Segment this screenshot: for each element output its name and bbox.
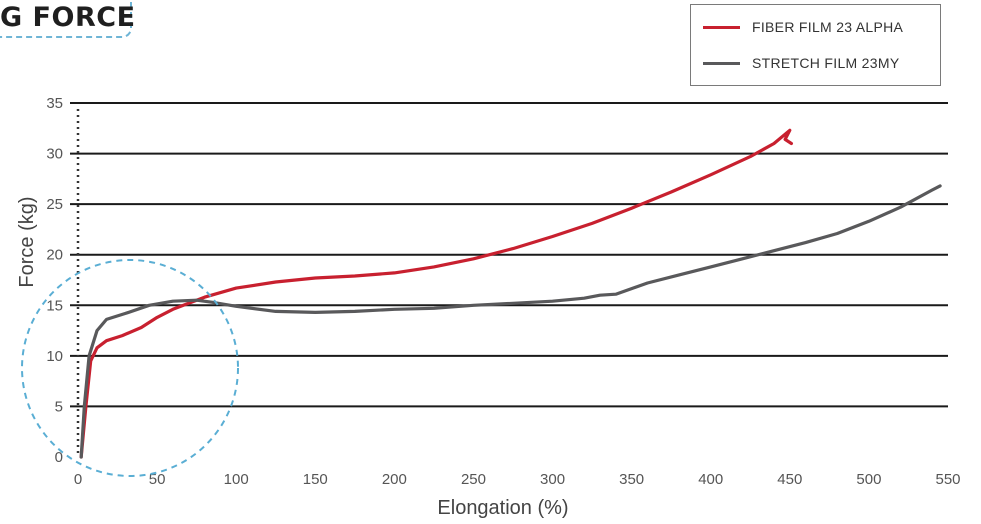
x-tick-label: 550	[935, 471, 960, 488]
series-lines	[79, 128, 942, 459]
x-axis-label: Elongation (%)	[437, 497, 568, 519]
y-tick-labels: 0 5 10 15 20 25 30 35	[46, 95, 63, 466]
legend-item-stretch: STRETCH FILM 23MY	[703, 54, 899, 72]
x-tick-label: 350	[619, 471, 644, 488]
legend-label-fiber: FIBER FILM 23 ALPHA	[752, 19, 904, 35]
legend-item-fiber: FIBER FILM 23 ALPHA	[703, 18, 903, 36]
y-tick-label: 5	[55, 398, 63, 415]
x-tick-label: 250	[461, 471, 486, 488]
y-tick-label: 0	[55, 449, 63, 466]
legend-label-stretch: STRETCH FILM 23MY	[752, 55, 900, 71]
y-axis-label: Force (kg)	[16, 196, 38, 287]
x-tick-label: 300	[540, 471, 565, 488]
y-tick-label: 30	[46, 146, 63, 163]
x-tick-labels: 0 50 100 150 200 250 300 350 400 450 500 550	[74, 471, 961, 488]
y-tick-label: 35	[46, 95, 63, 112]
legend-swatch-fiber	[703, 25, 740, 29]
legend: FIBER FILM 23 ALPHA STRETCH FILM 23MY	[690, 4, 941, 86]
x-tick-label: 450	[777, 471, 802, 488]
x-tick-label: 200	[382, 471, 407, 488]
x-tick-label: 400	[698, 471, 723, 488]
legend-swatch-stretch	[703, 61, 740, 65]
series-line-fiber-film	[79, 128, 793, 459]
x-tick-label: 50	[149, 471, 166, 488]
chart-title: G FORCE	[0, 2, 136, 33]
y-tick-label: 15	[46, 297, 63, 314]
x-tick-label: 0	[74, 471, 82, 488]
y-tick-label: 25	[46, 196, 63, 213]
y-tick-label: 20	[46, 247, 63, 264]
y-tick-label: 10	[46, 348, 63, 365]
x-tick-label: 500	[856, 471, 881, 488]
grid-lines	[70, 102, 948, 408]
highlight-circle	[21, 259, 239, 477]
title-badge	[0, 0, 132, 38]
series-line-stretch-film	[79, 184, 942, 459]
x-tick-label: 100	[224, 471, 249, 488]
x-tick-label: 150	[303, 471, 328, 488]
